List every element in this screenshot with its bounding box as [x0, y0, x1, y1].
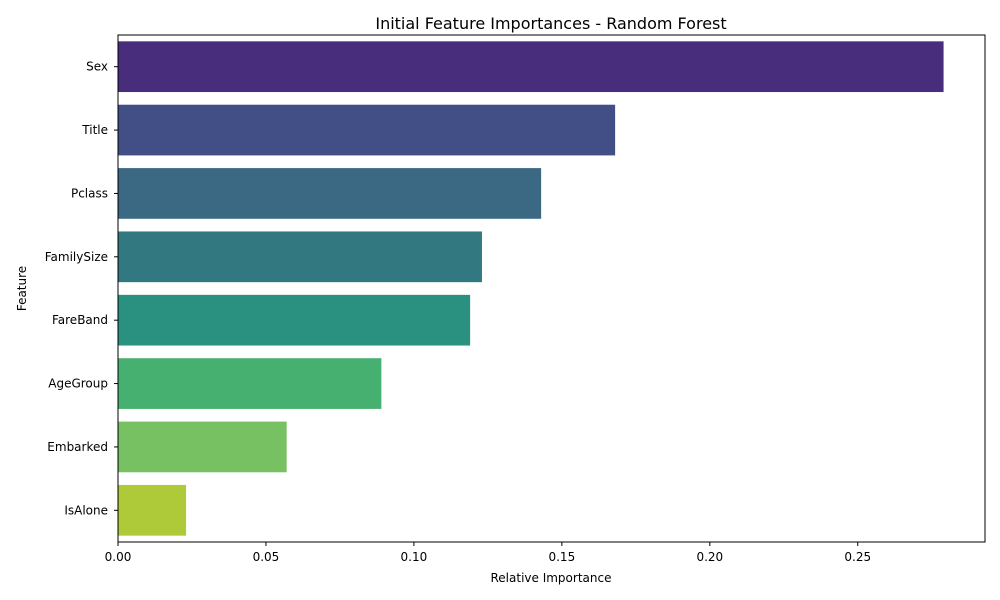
y-tick-label: FamilySize — [45, 250, 108, 264]
x-tick-label: 0.10 — [401, 550, 428, 564]
plot-frame — [117, 34, 986, 543]
y-tick-label: Embarked — [47, 440, 108, 454]
bar-isalone — [118, 484, 187, 536]
y-tick-label: Title — [81, 123, 108, 137]
x-tick-label: 0.15 — [548, 550, 575, 564]
x-tick-label: 0.00 — [105, 550, 132, 564]
bar-embarked — [118, 421, 287, 473]
bars-group — [118, 41, 944, 536]
chart-title: Initial Feature Importances - Random For… — [375, 14, 726, 33]
y-axis-ticks: Sex Title Pclass FamilySize FareBand AgeGroup… — [45, 60, 118, 517]
bar-sex — [118, 41, 944, 93]
bar-familysize — [118, 231, 482, 283]
x-tick-label: 0.05 — [253, 550, 280, 564]
bar-fareband — [118, 294, 471, 346]
y-tick-label: AgeGroup — [48, 377, 108, 391]
y-tick-label: Sex — [86, 60, 108, 74]
y-tick-label: IsAlone — [64, 503, 108, 517]
bar-title — [118, 104, 616, 156]
x-tick-label: 0.20 — [696, 550, 723, 564]
y-axis-label: Feature — [15, 266, 29, 311]
y-tick-label: FareBand — [52, 313, 108, 327]
bar-agegroup — [118, 358, 382, 409]
x-tick-label: 0.25 — [844, 550, 871, 564]
x-axis-label: Relative Importance — [491, 571, 612, 585]
x-axis-ticks: 0.00 0.05 0.10 0.15 0.20 0.25 — [105, 542, 871, 564]
bar-pclass — [118, 168, 542, 219]
y-tick-label: Pclass — [71, 186, 108, 200]
